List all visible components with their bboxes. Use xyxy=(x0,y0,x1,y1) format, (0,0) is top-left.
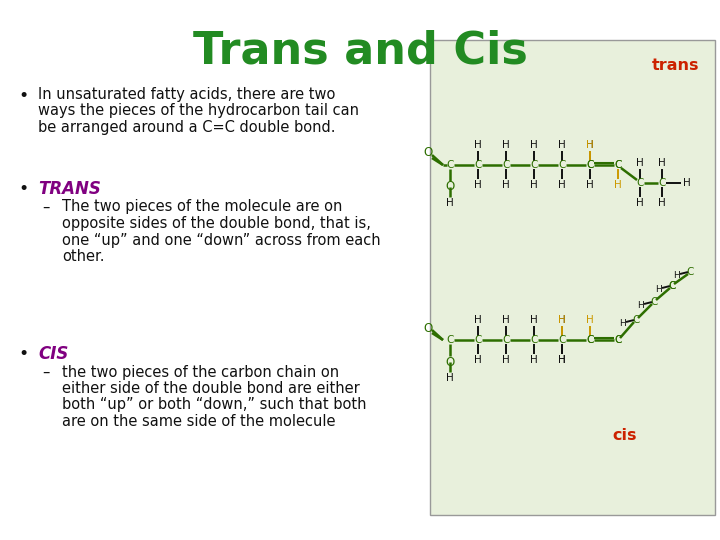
Text: H: H xyxy=(658,198,666,208)
Text: H: H xyxy=(558,355,566,365)
Text: H: H xyxy=(586,140,594,150)
Text: H: H xyxy=(474,355,482,365)
Text: H: H xyxy=(446,373,454,383)
Text: H: H xyxy=(530,315,538,325)
Text: C: C xyxy=(586,160,594,170)
Text: H: H xyxy=(558,315,566,325)
Text: C: C xyxy=(586,335,594,345)
Text: C: C xyxy=(658,178,666,188)
Text: Trans and Cis: Trans and Cis xyxy=(192,30,528,73)
Text: C: C xyxy=(531,160,538,170)
Text: H: H xyxy=(636,300,644,309)
Text: H: H xyxy=(502,180,510,190)
Text: C: C xyxy=(586,160,594,170)
Text: one “up” and one “down” across from each: one “up” and one “down” across from each xyxy=(62,233,381,247)
Text: H: H xyxy=(636,158,644,168)
Text: –: – xyxy=(42,364,50,380)
Text: In unsaturated fatty acids, there are two: In unsaturated fatty acids, there are tw… xyxy=(38,87,336,102)
Text: H: H xyxy=(586,180,594,190)
Text: O: O xyxy=(446,180,454,193)
Text: C: C xyxy=(632,315,639,325)
Text: trans: trans xyxy=(652,57,698,72)
Text: TRANS: TRANS xyxy=(38,180,101,198)
Text: C: C xyxy=(636,178,644,188)
Text: ways the pieces of the hydrocarbon tail can: ways the pieces of the hydrocarbon tail … xyxy=(38,104,359,118)
Text: H: H xyxy=(502,355,510,365)
Text: O: O xyxy=(423,146,433,159)
Text: C: C xyxy=(668,281,675,291)
Text: C: C xyxy=(446,160,454,170)
Text: H: H xyxy=(502,315,510,325)
Text: H: H xyxy=(558,140,566,150)
Text: H: H xyxy=(654,285,662,294)
Text: H: H xyxy=(474,180,482,190)
Text: CIS: CIS xyxy=(38,345,68,363)
Text: C: C xyxy=(586,335,594,345)
Text: C: C xyxy=(446,335,454,345)
Text: H: H xyxy=(586,315,594,325)
Text: H: H xyxy=(618,319,626,327)
Text: H: H xyxy=(636,198,644,208)
Text: H: H xyxy=(658,158,666,168)
Text: C: C xyxy=(474,335,482,345)
Text: H: H xyxy=(446,198,454,208)
Text: H: H xyxy=(558,180,566,190)
Text: H: H xyxy=(614,180,622,190)
Text: H: H xyxy=(558,355,566,365)
Text: H: H xyxy=(474,315,482,325)
Text: be arranged around a C=C double bond.: be arranged around a C=C double bond. xyxy=(38,120,336,135)
Text: H: H xyxy=(558,315,566,325)
Text: H: H xyxy=(530,140,538,150)
Text: C: C xyxy=(614,160,621,170)
Text: either side of the double bond are either: either side of the double bond are eithe… xyxy=(62,381,360,396)
Text: both “up” or both “down,” such that both: both “up” or both “down,” such that both xyxy=(62,397,366,413)
Text: C: C xyxy=(503,335,510,345)
Text: cis: cis xyxy=(613,428,637,442)
Text: H: H xyxy=(530,355,538,365)
Text: H: H xyxy=(586,140,594,150)
Text: C: C xyxy=(614,335,621,345)
FancyBboxPatch shape xyxy=(430,40,715,515)
Text: C: C xyxy=(558,160,566,170)
Text: C: C xyxy=(474,160,482,170)
Text: C: C xyxy=(650,297,657,307)
Text: C: C xyxy=(614,160,621,170)
Text: C: C xyxy=(668,281,675,291)
Text: •: • xyxy=(18,180,28,198)
Text: opposite sides of the double bond, that is,: opposite sides of the double bond, that … xyxy=(62,216,371,231)
Text: C: C xyxy=(558,335,566,345)
Text: the two pieces of the carbon chain on: the two pieces of the carbon chain on xyxy=(62,364,339,380)
Text: H: H xyxy=(474,140,482,150)
Text: •: • xyxy=(18,87,28,105)
Text: are on the same side of the molecule: are on the same side of the molecule xyxy=(62,414,336,429)
Text: •: • xyxy=(18,345,28,363)
Text: H: H xyxy=(502,140,510,150)
Text: –: – xyxy=(42,199,50,214)
Text: O: O xyxy=(446,355,454,368)
Text: H: H xyxy=(672,271,680,280)
Text: The two pieces of the molecule are on: The two pieces of the molecule are on xyxy=(62,199,343,214)
Text: other.: other. xyxy=(62,249,104,264)
Text: H: H xyxy=(683,178,691,188)
Text: C: C xyxy=(614,335,621,345)
Text: C: C xyxy=(686,267,693,277)
Text: C: C xyxy=(531,335,538,345)
Text: O: O xyxy=(423,321,433,334)
Text: C: C xyxy=(503,160,510,170)
Text: H: H xyxy=(530,180,538,190)
